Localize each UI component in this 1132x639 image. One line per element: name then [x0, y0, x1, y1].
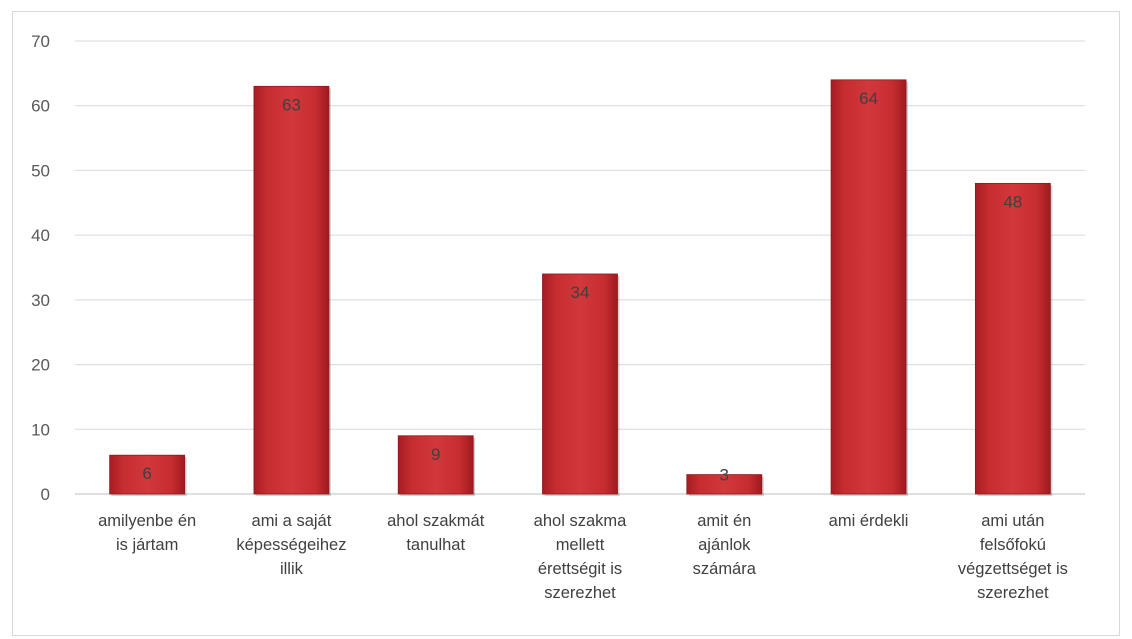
data-labels: 6 63 9 34 3 64 48	[142, 89, 1022, 485]
bar	[686, 474, 763, 495]
y-tick-label: 20	[31, 356, 50, 375]
category-label: számára	[693, 560, 757, 578]
category-label: ajánlok	[698, 536, 751, 554]
y-tick-label: 40	[31, 226, 50, 245]
bar	[109, 454, 186, 495]
y-tick-label: 50	[31, 161, 50, 180]
category-label: ami után	[981, 512, 1044, 530]
category-label: tanulhat	[406, 536, 465, 554]
category-label: szerezhet	[544, 584, 616, 602]
data-label: 9	[431, 445, 440, 464]
bar	[542, 273, 618, 495]
category-label: ami a saját	[252, 512, 332, 530]
data-label: 63	[282, 95, 301, 114]
category-label: amit én	[697, 512, 751, 530]
category-label: illik	[280, 560, 304, 578]
category-label: felsőfokú	[980, 536, 1046, 554]
y-tick-label: 60	[31, 97, 50, 116]
y-tick-label: 10	[31, 420, 50, 439]
bar	[397, 435, 474, 495]
data-label: 48	[1003, 192, 1022, 211]
bar	[830, 79, 907, 495]
bars	[109, 79, 1053, 497]
category-label: ami érdekli	[829, 512, 909, 530]
gridlines	[75, 40, 1085, 495]
y-axis-ticks: 0 10 20 30 40 50 60 70	[31, 32, 50, 504]
data-label: 64	[859, 89, 878, 108]
category-label: is jártam	[116, 536, 178, 554]
bar	[974, 182, 1051, 495]
category-label: ahol szakma	[534, 512, 627, 530]
category-label: szerezhet	[977, 584, 1049, 602]
y-tick-label: 30	[31, 291, 50, 310]
x-axis-categories: amilyenbe én is jártam ami a saját képesség…	[98, 512, 1068, 602]
y-tick-label: 0	[41, 485, 50, 504]
category-label: képességeihez	[236, 536, 346, 554]
category-label: amilyenbe én	[98, 512, 196, 530]
category-label: végzettséget is	[958, 560, 1068, 578]
y-tick-label: 70	[31, 32, 50, 51]
data-label: 3	[720, 466, 729, 485]
data-label: 34	[571, 283, 590, 302]
category-label: mellett	[556, 536, 605, 554]
category-label: ahol szakmát	[387, 512, 485, 530]
category-label: érettségit is	[538, 560, 622, 578]
bar	[253, 85, 330, 495]
data-label: 6	[142, 464, 151, 483]
